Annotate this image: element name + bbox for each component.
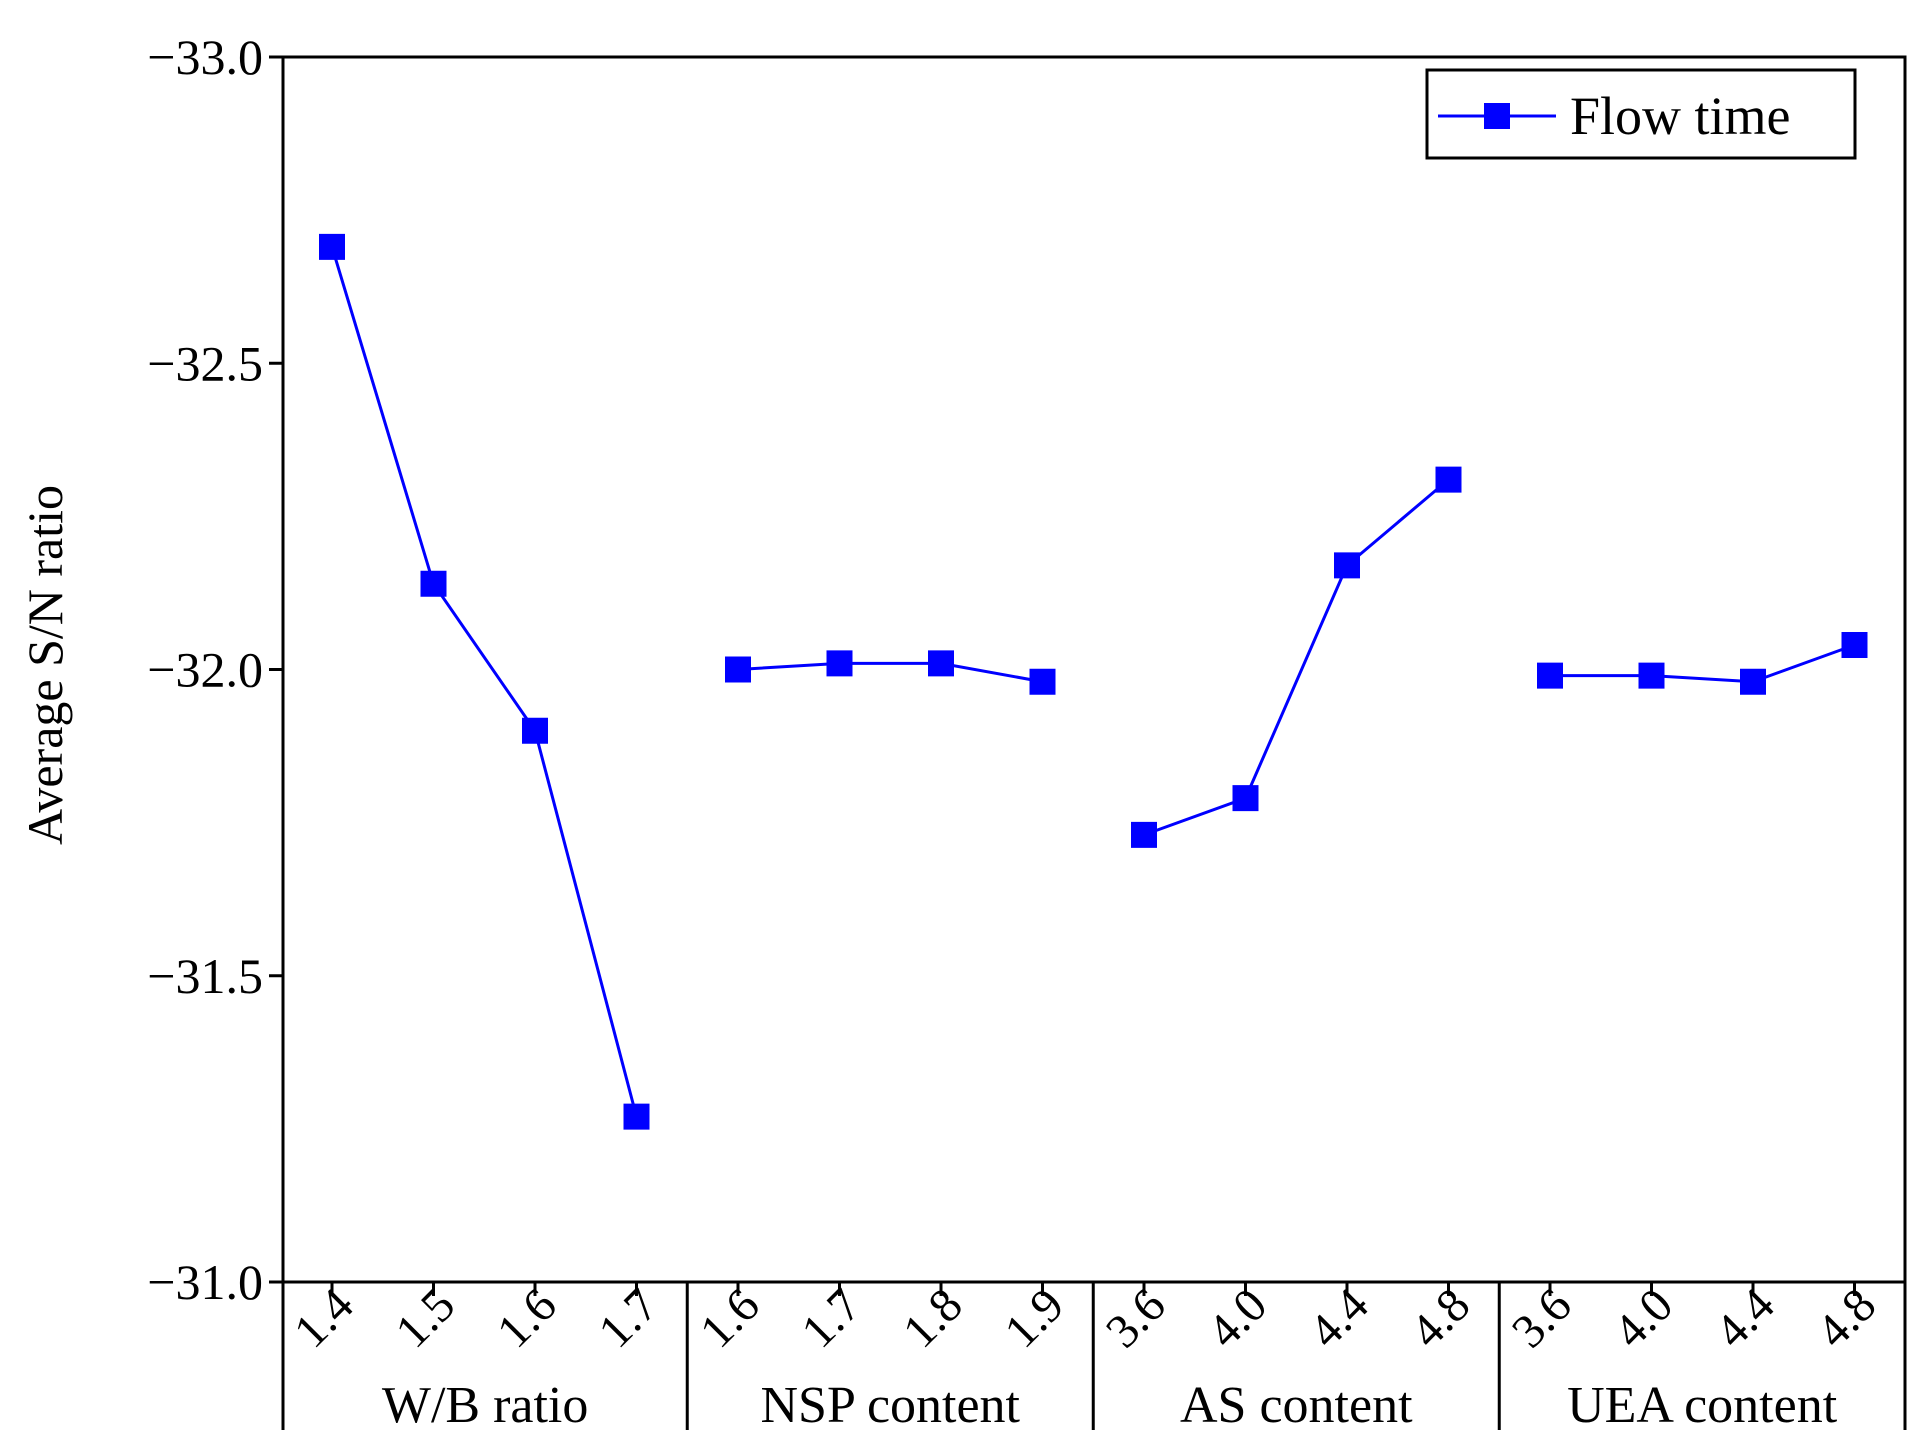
x-tick-label: 4.0 [1197,1278,1277,1358]
y-axis-label: Average S/N ratio [17,485,73,845]
data-point-marker [522,717,548,744]
x-tick-label: 4.4 [1705,1278,1785,1358]
series-line [1550,643,1856,684]
data-point-marker [725,656,751,683]
group-label: W/B ratio [382,1377,589,1434]
data-point-marker [623,1103,650,1130]
x-tick-label: 4.8 [1400,1278,1480,1358]
legend-marker [1484,103,1510,129]
data-point-marker [420,570,447,597]
x-tick-label: 1.6 [487,1278,567,1358]
x-axis-groups: 1.4 1.5 1.6 1.7 W/B ratio 1.6 1.7 1.8 1.9 NSP con… [281,1278,1907,1434]
x-tick-label: 1.7 [791,1278,871,1358]
x-tick-label: 1.8 [893,1278,973,1358]
x-tick-label: 1.4 [284,1278,364,1358]
x-tick-label: 4.8 [1806,1278,1886,1358]
x-tick-label: 4.4 [1299,1278,1379,1358]
y-tick-label: −32.5 [147,335,263,391]
group-label: NSP content [760,1377,1020,1434]
series-line [1143,478,1450,837]
data-point-marker [1841,632,1868,658]
series-flow-time [319,233,1868,1130]
data-point-marker [928,650,954,677]
x-tick-label: 4.0 [1603,1278,1683,1358]
legend-entry-flow-time: Flow time [1570,86,1791,146]
data-point-marker [1537,662,1563,689]
group-label: AS content [1180,1377,1413,1434]
y-tick-label: −31.5 [147,948,263,1004]
data-point-marker [826,650,853,677]
series-line [737,661,1043,684]
data-point-marker [1131,821,1157,848]
legend: Flow time [1425,68,1857,160]
data-point-marker [1638,662,1665,689]
y-tick-label: −32.0 [147,642,263,698]
data-point-marker [1435,466,1462,493]
x-tick-label: 1.9 [994,1278,1074,1358]
x-tick-label: 1.6 [690,1278,770,1358]
y-axis-ticks: −33.0 −32.5 −32.0 −31.5 −31.0 [147,29,283,1310]
series-line [330,246,638,1118]
data-point-marker [1334,552,1360,579]
x-tick-label: 3.6 [1096,1278,1176,1358]
data-point-marker [1232,785,1259,812]
y-tick-label: −33.0 [147,29,263,85]
data-point-marker [1740,668,1766,695]
data-point-marker [319,233,345,260]
data-point-marker [1029,668,1056,695]
x-tick-label: 1.7 [588,1278,668,1358]
group-label: UEA content [1567,1377,1838,1434]
legend-box [1425,68,1857,160]
x-tick-label: 1.5 [385,1278,465,1358]
y-tick-label: −31.0 [147,1254,263,1310]
x-tick-label: 3.6 [1502,1278,1582,1358]
